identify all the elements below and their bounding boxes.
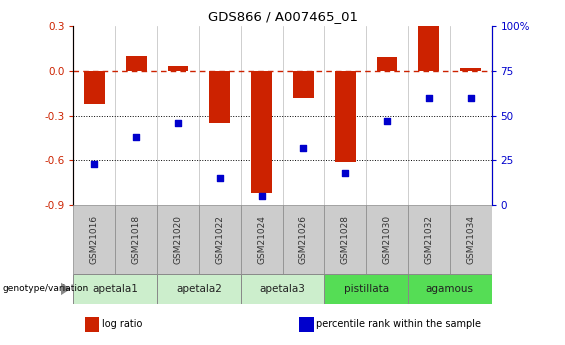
Bar: [199, 205, 241, 274]
Bar: [460, 68, 481, 71]
Bar: [366, 205, 408, 274]
Bar: [84, 71, 105, 104]
Text: GSM21024: GSM21024: [257, 215, 266, 264]
Bar: [73, 205, 115, 274]
Text: genotype/variation: genotype/variation: [3, 284, 89, 294]
Point: [383, 118, 392, 124]
Bar: [293, 71, 314, 98]
Point: [299, 145, 308, 151]
Text: apetala3: apetala3: [259, 284, 306, 294]
Bar: [209, 71, 231, 123]
Point: [173, 120, 182, 126]
Point: [341, 170, 350, 176]
Text: GSM21016: GSM21016: [90, 215, 99, 264]
Point: [424, 95, 433, 100]
Bar: [324, 205, 366, 274]
Bar: [73, 274, 157, 304]
Bar: [408, 274, 492, 304]
Bar: [324, 274, 408, 304]
Text: log ratio: log ratio: [102, 319, 142, 329]
Bar: [377, 57, 398, 71]
Text: GSM21020: GSM21020: [173, 215, 182, 264]
Text: GSM21026: GSM21026: [299, 215, 308, 264]
Text: apetala1: apetala1: [92, 284, 138, 294]
Bar: [241, 205, 282, 274]
Bar: [167, 66, 189, 71]
Text: GSM21022: GSM21022: [215, 215, 224, 264]
Point: [257, 194, 266, 199]
Bar: [418, 26, 440, 71]
Point: [132, 134, 141, 140]
Bar: [241, 274, 324, 304]
Text: GSM21032: GSM21032: [424, 215, 433, 264]
Bar: [251, 71, 272, 193]
Bar: [115, 205, 157, 274]
Bar: [157, 205, 199, 274]
Text: pistillata: pistillata: [344, 284, 389, 294]
Point: [90, 161, 99, 167]
Point: [466, 95, 475, 100]
Bar: [408, 205, 450, 274]
Point: [215, 176, 224, 181]
Bar: [282, 205, 324, 274]
Bar: [450, 205, 492, 274]
Text: GSM21028: GSM21028: [341, 215, 350, 264]
Title: GDS866 / A007465_01: GDS866 / A007465_01: [207, 10, 358, 23]
Text: GSM21018: GSM21018: [132, 215, 141, 264]
Text: GSM21030: GSM21030: [383, 215, 392, 264]
Text: percentile rank within the sample: percentile rank within the sample: [316, 319, 481, 329]
Text: apetala2: apetala2: [176, 284, 222, 294]
Bar: [334, 71, 356, 162]
Text: agamous: agamous: [426, 284, 473, 294]
Bar: [125, 56, 147, 71]
Bar: [157, 274, 241, 304]
Text: GSM21034: GSM21034: [466, 215, 475, 264]
